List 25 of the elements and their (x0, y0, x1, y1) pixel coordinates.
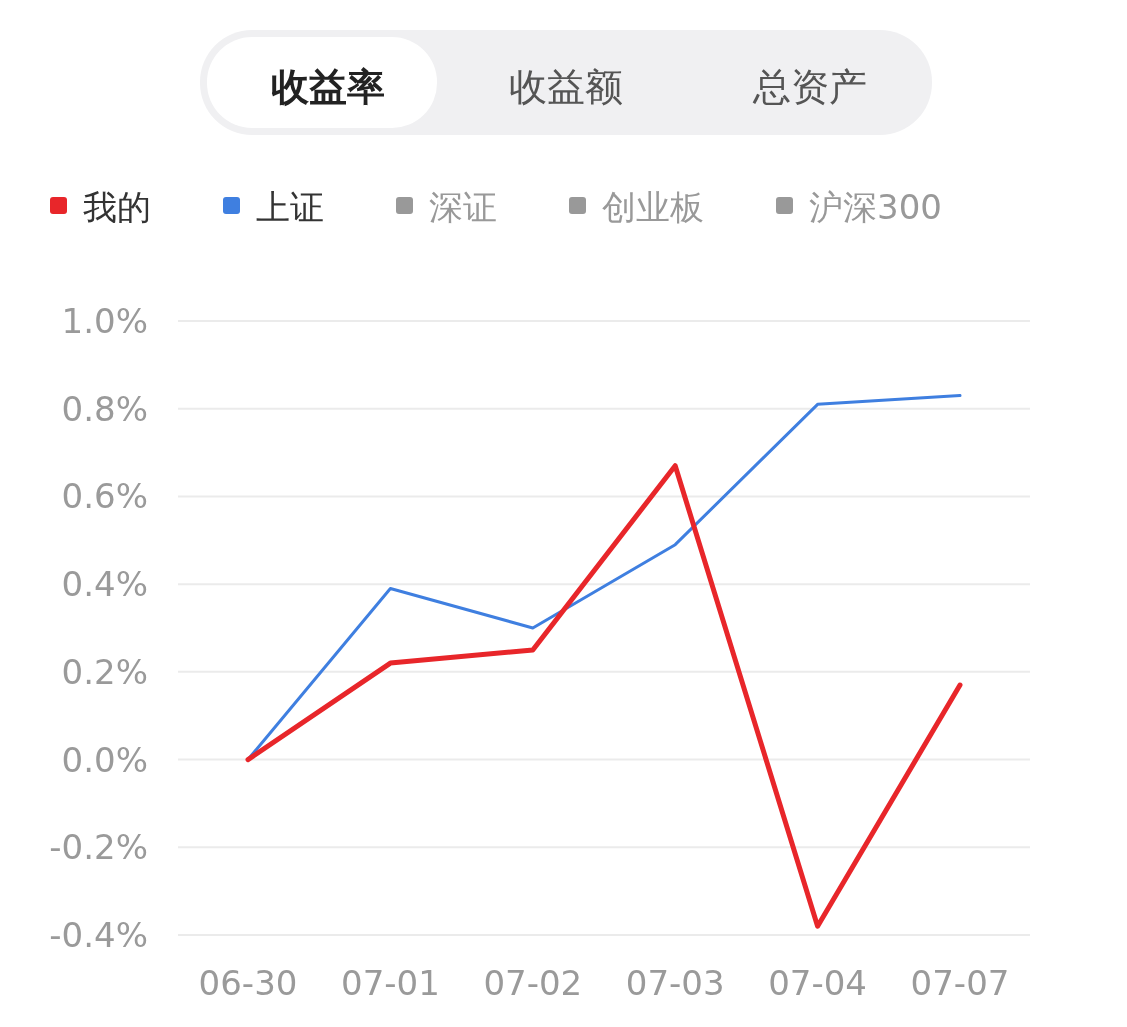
y-tick-label: 0.8% (61, 388, 148, 429)
y-tick-label: 1.0% (61, 301, 148, 341)
legend-item: 上证 (223, 187, 324, 227)
y-tick-label: 0.0% (61, 739, 148, 780)
legend-label: 创业板 (602, 187, 704, 227)
legend-item: 深证 (396, 187, 497, 227)
y-tick-label: -0.4% (49, 915, 148, 955)
legend-item: 沪深300 (776, 187, 942, 227)
x-tick-label: 07-01 (341, 963, 440, 1003)
y-tick-label: 0.2% (61, 651, 148, 692)
legend-label: 深证 (429, 187, 497, 227)
y-tick-label: -0.2% (49, 827, 148, 868)
x-tick-label: 07-07 (910, 963, 1010, 1003)
legend-label: 我的 (83, 187, 151, 227)
legend-label: 上证 (256, 187, 324, 227)
legend-item: 创业板 (569, 187, 704, 227)
legend-label: 沪深300 (809, 187, 942, 227)
y-tick-label: 0.6% (61, 476, 148, 517)
x-tick-label: 07-02 (483, 963, 583, 1003)
tabs: 收益率 收益额 总资产 (200, 30, 932, 135)
legend-item: 我的 (50, 187, 151, 227)
x-tick-label: 07-04 (768, 963, 867, 1003)
y-tick-label: 0.4% (61, 564, 148, 605)
x-tick-label: 07-03 (625, 963, 725, 1003)
x-tick-label: 06-30 (198, 963, 298, 1003)
